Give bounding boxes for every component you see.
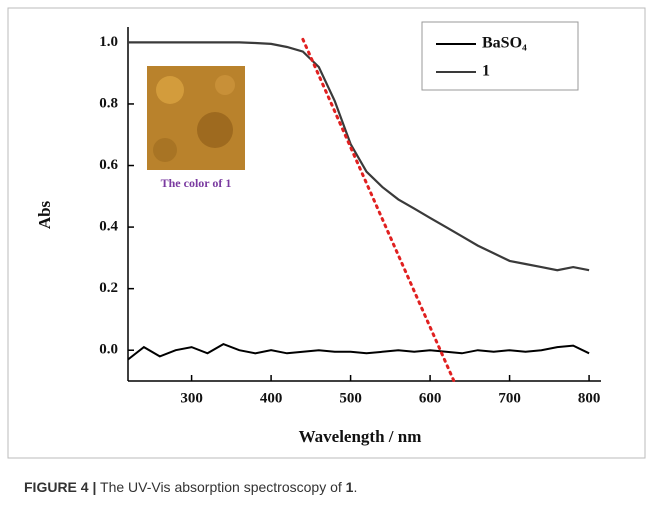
y-tick-label: 0.6 — [99, 157, 118, 173]
x-tick-label: 800 — [578, 390, 601, 406]
x-tick-label: 500 — [339, 390, 362, 406]
inset: The color of 1 — [147, 66, 245, 190]
legend-text: BaSO₄ — [482, 35, 527, 52]
inset-texture — [215, 75, 235, 95]
caption-label: FIGURE 4 | — [24, 479, 96, 495]
y-tick-label: 0.2 — [99, 280, 118, 296]
inset-texture — [153, 138, 177, 162]
x-tick-label: 300 — [180, 390, 203, 406]
inset-texture — [156, 76, 184, 104]
y-tick-label: 1.0 — [99, 34, 118, 50]
caption-compound: 1 — [346, 479, 354, 495]
x-tick-label: 400 — [260, 390, 283, 406]
caption-end: . — [353, 479, 357, 495]
inset-caption: The color of 1 — [161, 176, 232, 190]
figure-frame — [7, 7, 646, 459]
y-tick-label: 0.4 — [99, 219, 118, 235]
legend-text: 1 — [482, 63, 490, 80]
legend-box — [421, 21, 579, 91]
tangent-line — [301, 37, 456, 383]
x-tick-label: 600 — [419, 390, 442, 406]
x-axis-label: Wavelength / nm — [299, 427, 422, 446]
y-axis-label: Abs — [35, 200, 54, 229]
series-line — [127, 342, 590, 361]
caption: FIGURE 4 | The UV-Vis absorption spectro… — [24, 479, 357, 495]
caption-text: The UV-Vis absorption spectroscopy of — [96, 479, 345, 495]
y-tick-label: 0.8 — [99, 95, 118, 111]
inset-texture — [197, 112, 233, 148]
y-tick-label: 0.0 — [99, 342, 118, 358]
x-tick-label: 700 — [498, 390, 521, 406]
series-line — [128, 41, 590, 272]
